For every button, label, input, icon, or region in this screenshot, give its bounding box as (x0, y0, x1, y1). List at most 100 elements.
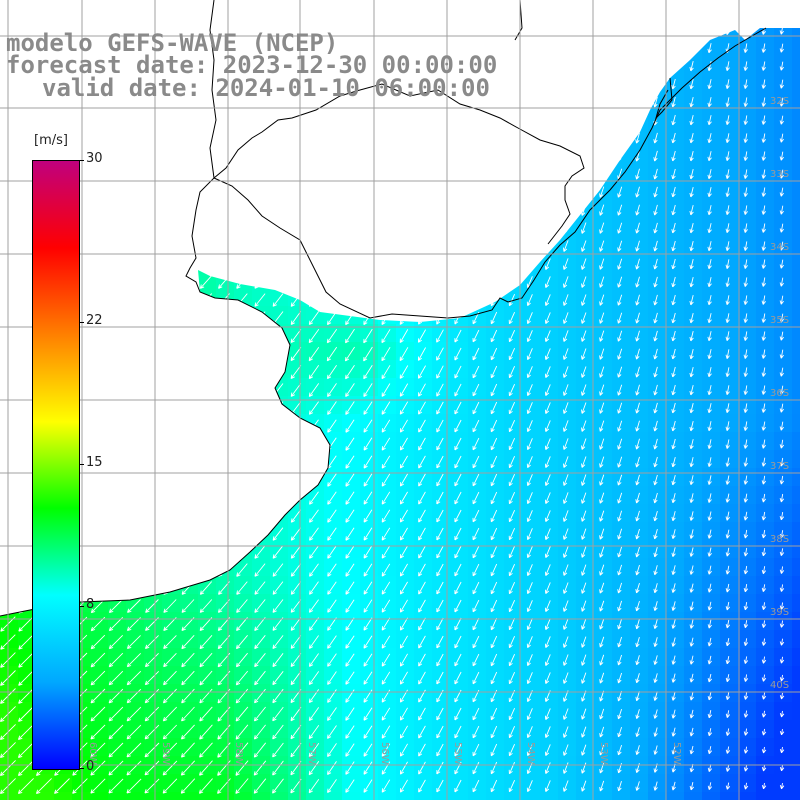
wind-speed-cell (90, 774, 109, 793)
wind-arrow (272, 688, 284, 704)
wind-arrow (145, 599, 159, 613)
wind-speed-cell (684, 468, 703, 487)
wind-speed-cell (738, 360, 757, 379)
wind-speed-cell (756, 54, 775, 73)
wind-arrow (635, 781, 640, 791)
wind-arrow (90, 742, 106, 758)
wind-speed-cell (648, 342, 667, 361)
wind-speed-cell (666, 666, 685, 685)
wind-arrow (743, 656, 749, 664)
wind-arrow (418, 563, 426, 577)
wind-speed-cell (774, 54, 793, 73)
wind-speed-cell (774, 234, 793, 253)
wind-speed-cell (702, 414, 721, 433)
wind-speed-cell (774, 612, 793, 631)
wind-speed-cell (720, 522, 739, 541)
wind-arrow (436, 527, 444, 541)
wind-arrow (144, 652, 159, 668)
wind-arrow (544, 456, 551, 468)
wind-speed-cell (378, 792, 397, 800)
wind-arrow (254, 670, 266, 686)
wind-arrow (418, 581, 426, 595)
wind-speed-cell (720, 630, 739, 649)
wind-speed-cell (756, 522, 775, 541)
wind-arrow (761, 656, 767, 664)
wind-arrow (581, 240, 587, 252)
wind-speed-cell (342, 540, 361, 559)
wind-arrow (490, 581, 498, 595)
wind-speed-cell (684, 162, 703, 181)
wind-arrow (199, 275, 213, 289)
wind-arrow (599, 582, 605, 594)
wind-arrow (689, 673, 694, 683)
wind-speed-cell (774, 36, 793, 55)
wind-arrow (689, 132, 694, 144)
wind-arrow (779, 548, 785, 556)
wind-arrow (707, 277, 712, 288)
wind-speed-cell (756, 252, 775, 271)
wind-arrow (581, 456, 587, 468)
wind-arrow (779, 223, 784, 233)
wind-arrow (18, 706, 34, 722)
wind-arrow (707, 439, 712, 449)
wind-arrow (635, 600, 640, 612)
wind-speed-cell (288, 774, 307, 793)
wind-arrow (363, 527, 373, 541)
wind-speed-cell (792, 558, 800, 577)
wind-arrow (327, 563, 337, 577)
wind-arrow (526, 762, 533, 775)
wind-arrow (653, 204, 658, 216)
wind-arrow (381, 346, 391, 362)
wind-arrow (436, 437, 444, 451)
wind-speed-cell (720, 540, 739, 559)
wind-arrow (707, 403, 712, 414)
wind-speed-cell (342, 558, 361, 577)
wind-arrow (653, 132, 658, 144)
wind-arrow (653, 619, 658, 630)
wind-arrow (599, 258, 605, 270)
wind-arrow (761, 79, 766, 89)
wind-speed-cell (342, 504, 361, 523)
wind-arrow (725, 674, 731, 683)
wind-arrow (671, 276, 676, 288)
wind-speed-cell (234, 648, 253, 667)
wind-arrow (290, 347, 302, 362)
wind-speed-cell (0, 612, 19, 631)
wind-speed-cell (756, 72, 775, 91)
wind-arrow (308, 617, 319, 631)
wind-arrow (418, 437, 426, 451)
wind-speed-cell (774, 162, 793, 181)
wind-arrow (399, 617, 408, 631)
wind-arrow (635, 222, 640, 234)
wind-arrow (761, 566, 767, 575)
wind-arrow (581, 780, 587, 792)
wind-speed-cell (342, 468, 361, 487)
wind-speed-cell (126, 702, 145, 721)
wind-speed-cell (792, 594, 800, 613)
wind-speed-cell (774, 288, 793, 307)
wind-speed-cell (306, 630, 325, 649)
wind-arrow (725, 187, 730, 197)
wind-arrow (236, 617, 248, 632)
wind-speed-cell (0, 738, 19, 757)
wind-arrow (272, 581, 284, 595)
wind-arrow (345, 383, 355, 397)
wind-arrow (599, 600, 605, 612)
wind-arrow (707, 511, 712, 521)
wind-speed-cell (792, 342, 800, 361)
wind-speed-cell (684, 504, 703, 523)
wind-speed-cell (36, 792, 55, 800)
wind-speed-cell (594, 792, 613, 800)
wind-speed-cell (666, 162, 685, 181)
wind-arrow (363, 437, 373, 451)
wind-arrow (653, 186, 658, 198)
wind-arrow (344, 346, 355, 362)
wind-arrow (454, 581, 462, 595)
wind-speed-cell (720, 198, 739, 217)
wind-arrow (436, 509, 444, 523)
wind-speed-cell (666, 450, 685, 469)
wind-arrow (308, 671, 320, 685)
wind-arrow (671, 745, 676, 755)
longitude-label: 59W (160, 742, 171, 765)
